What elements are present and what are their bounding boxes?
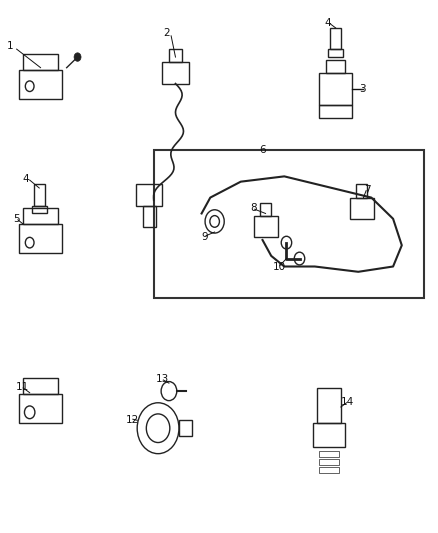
Bar [136,184,162,206]
Bar [317,389,341,423]
Text: 6: 6 [259,145,266,155]
Bar [32,206,47,214]
Circle shape [74,53,81,61]
Bar [319,73,352,105]
Bar [19,70,62,100]
Text: 14: 14 [341,397,354,407]
Text: 4: 4 [325,18,331,28]
Bar [179,420,192,436]
Bar [162,62,188,84]
Bar [34,184,45,206]
Bar [19,394,62,423]
Text: 7: 7 [364,184,370,195]
Text: 2: 2 [163,28,170,38]
Text: 10: 10 [272,262,286,271]
Text: 4: 4 [22,174,28,184]
Bar [319,467,339,473]
Bar [319,105,352,118]
Text: 12: 12 [125,415,138,425]
Bar [260,203,271,216]
Bar [169,49,182,62]
Text: 5: 5 [13,214,20,224]
Text: 11: 11 [16,382,29,392]
Bar [23,378,58,394]
Text: 8: 8 [251,203,257,213]
Bar [143,206,156,227]
Text: 13: 13 [156,374,169,384]
Bar [356,184,367,198]
Text: 1: 1 [7,42,14,52]
Bar [23,54,58,70]
Bar [330,28,341,49]
Bar [254,216,278,237]
Text: 9: 9 [202,232,208,243]
Bar [23,208,58,224]
Bar [319,451,339,457]
Bar [19,224,62,253]
Bar [313,423,345,447]
Bar [319,459,339,465]
Bar [350,198,374,219]
Bar [325,60,345,73]
Bar [154,150,424,298]
Bar [328,49,343,57]
Text: 3: 3 [359,84,366,94]
